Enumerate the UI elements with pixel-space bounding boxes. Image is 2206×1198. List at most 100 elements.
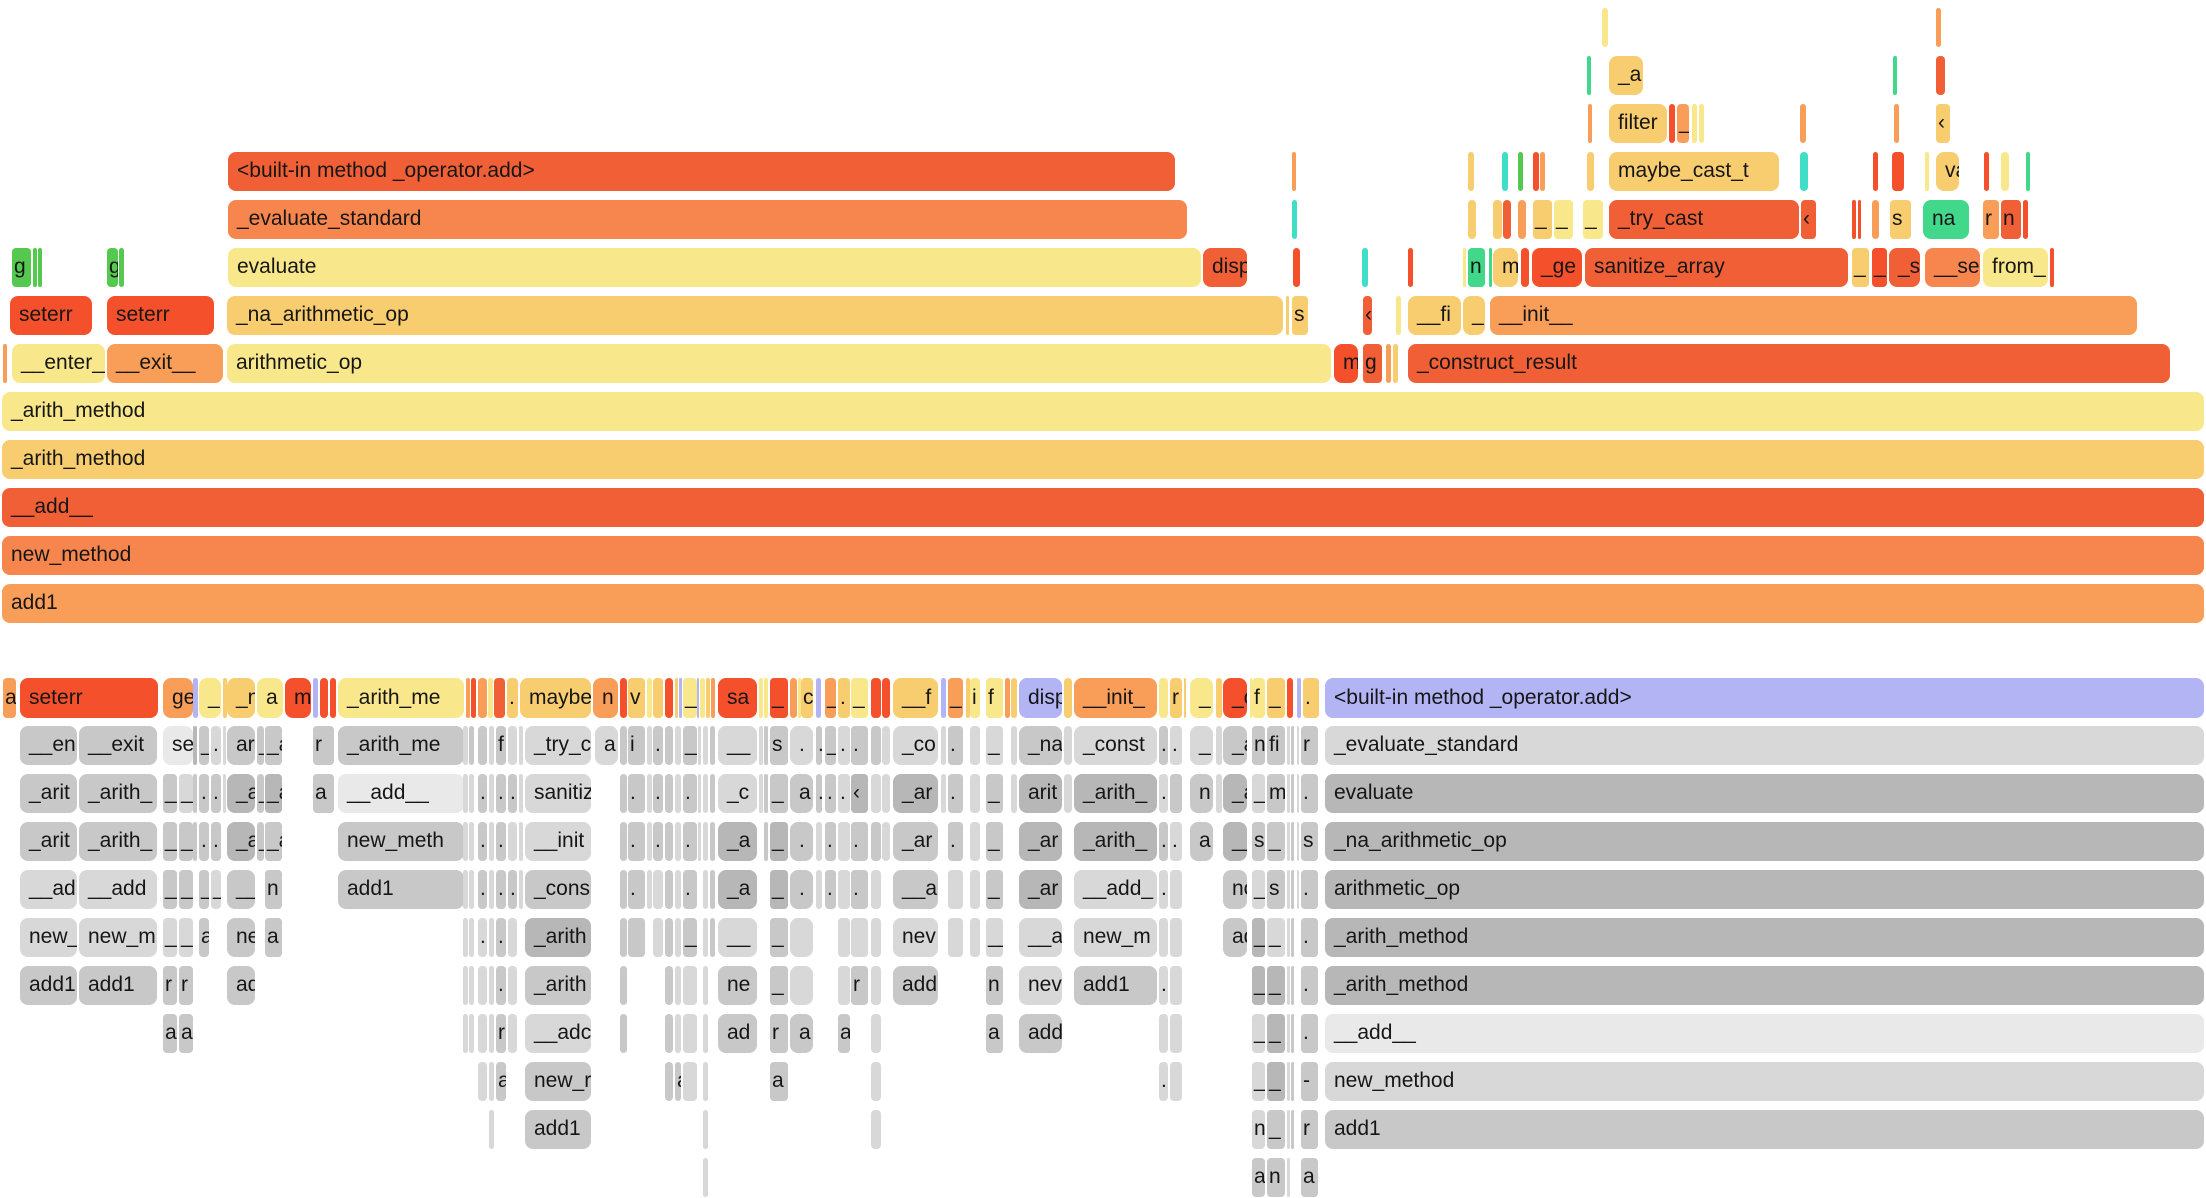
caller-frame-cell[interactable] xyxy=(647,822,652,861)
leaf-frame-bar[interactable]: n xyxy=(593,678,618,718)
caller-frame-cell[interactable]: _ xyxy=(683,918,697,957)
caller-frame-cell[interactable]: _ xyxy=(179,870,193,909)
leaf-frame-bar[interactable] xyxy=(665,678,673,718)
caller-frame-cell[interactable]: . xyxy=(199,774,209,813)
caller-frame-cell[interactable] xyxy=(463,726,468,765)
caller-frame-cell[interactable] xyxy=(1287,1014,1290,1053)
caller-frame-cell[interactable] xyxy=(469,966,474,1005)
caller-frame-cell[interactable] xyxy=(469,822,474,861)
frame-bar[interactable]: na xyxy=(1923,200,1969,239)
caller-frame-cell[interactable]: a xyxy=(1190,822,1213,861)
caller-frame-cell[interactable]: . xyxy=(851,726,868,765)
caller-frame-cell[interactable]: _ xyxy=(770,966,788,1005)
caller-frame-cell[interactable] xyxy=(1291,1110,1294,1149)
caller-frame-cell[interactable]: fi xyxy=(1267,726,1285,765)
frame-bar[interactable] xyxy=(1858,200,1861,239)
frame-bar[interactable]: _arith_method xyxy=(2,440,2204,479)
leaf-frame-bar[interactable]: _ xyxy=(1267,678,1285,718)
caller-frame-cell[interactable] xyxy=(620,1014,627,1053)
caller-frame-cell[interactable] xyxy=(489,966,494,1005)
caller-frame-cell[interactable]: r xyxy=(496,1014,506,1053)
caller-frame-cell[interactable]: _ xyxy=(257,822,264,861)
caller-frame-cell[interactable] xyxy=(647,726,652,765)
caller-frame-cell[interactable] xyxy=(871,1110,881,1149)
frame-bar[interactable]: n xyxy=(2001,200,2021,239)
caller-frame-cell[interactable] xyxy=(710,870,715,909)
leaf-frame-bar[interactable] xyxy=(706,678,710,718)
caller-frame-cell[interactable] xyxy=(1297,774,1299,813)
caller-frame-cell[interactable]: ari xyxy=(227,726,255,765)
caller-frame-cell[interactable]: add1 xyxy=(1325,1110,2204,1149)
caller-frame-cell[interactable]: _ xyxy=(1190,726,1213,765)
caller-frame-cell[interactable] xyxy=(463,870,468,909)
caller-frame-cell[interactable]: _ xyxy=(1267,1110,1285,1149)
frame-bar[interactable] xyxy=(1872,200,1879,239)
caller-frame-cell[interactable] xyxy=(871,1062,881,1101)
caller-frame-cell[interactable] xyxy=(703,822,708,861)
leaf-frame-bar[interactable]: seterr xyxy=(20,678,158,718)
caller-frame-cell[interactable] xyxy=(223,774,226,813)
frame-bar[interactable] xyxy=(1518,152,1523,191)
leaf-frame-bar[interactable] xyxy=(320,678,328,718)
caller-frame-cell[interactable]: _ xyxy=(257,726,264,765)
caller-frame-cell[interactable]: _try_c xyxy=(525,726,591,765)
frame-bar[interactable] xyxy=(1408,248,1413,287)
caller-frame-cell[interactable] xyxy=(1287,918,1290,957)
caller-frame-cell[interactable]: - xyxy=(1301,1062,1318,1101)
frame-bar[interactable]: maybe_cast_t xyxy=(1609,152,1779,191)
frame-bar[interactable] xyxy=(1800,104,1806,143)
caller-frame-cell[interactable] xyxy=(1011,774,1017,813)
caller-frame-cell[interactable]: . xyxy=(838,726,850,765)
caller-frame-cell[interactable] xyxy=(703,1062,708,1101)
frame-bar[interactable] xyxy=(1893,56,1897,95)
caller-frame-cell[interactable]: . xyxy=(496,966,506,1005)
caller-frame-cell[interactable]: s xyxy=(1301,822,1318,861)
frame-bar[interactable] xyxy=(1587,152,1594,191)
caller-frame-cell[interactable]: _ xyxy=(163,918,177,957)
frame-bar[interactable]: _evaluate_standard xyxy=(228,200,1187,239)
caller-frame-cell[interactable]: add1 xyxy=(1074,966,1157,1005)
caller-frame-cell[interactable]: . xyxy=(838,774,850,813)
frame-bar[interactable] xyxy=(1518,200,1526,239)
caller-frame-cell[interactable]: . xyxy=(825,822,836,861)
caller-frame-cell[interactable]: f xyxy=(496,726,506,765)
caller-frame-cell[interactable] xyxy=(675,870,681,909)
caller-frame-cell[interactable] xyxy=(508,726,517,765)
frame-bar[interactable]: arithmetic_op xyxy=(227,344,1331,383)
caller-frame-cell[interactable]: r xyxy=(1301,1110,1318,1149)
caller-frame-cell[interactable] xyxy=(469,774,474,813)
frame-bar[interactable]: seterr xyxy=(107,296,214,335)
frame-bar[interactable] xyxy=(1692,104,1697,143)
caller-frame-cell[interactable]: . xyxy=(211,822,221,861)
leaf-frame-bar[interactable] xyxy=(764,678,768,718)
frame-bar[interactable] xyxy=(1852,200,1856,239)
caller-frame-cell[interactable] xyxy=(1297,822,1299,861)
caller-frame-cell[interactable] xyxy=(519,822,523,861)
caller-frame-cell[interactable] xyxy=(871,822,881,861)
caller-frame-cell[interactable]: . xyxy=(683,822,697,861)
leaf-frame-bar[interactable]: sa xyxy=(718,678,757,718)
caller-frame-cell[interactable] xyxy=(790,918,813,957)
caller-frame-cell[interactable]: se xyxy=(163,726,193,765)
leaf-frame-bar[interactable]: i xyxy=(970,678,980,718)
frame-bar[interactable]: _ xyxy=(1554,200,1573,239)
caller-frame-cell[interactable] xyxy=(759,774,763,813)
caller-frame-cell[interactable] xyxy=(665,774,673,813)
caller-frame-cell[interactable]: n xyxy=(986,966,1003,1005)
caller-frame-cell[interactable]: _a xyxy=(227,822,255,861)
leaf-frame-bar[interactable]: _ xyxy=(199,678,221,718)
leaf-frame-bar[interactable] xyxy=(1250,678,1252,718)
frame-bar[interactable] xyxy=(38,248,42,287)
frame-bar[interactable]: __se xyxy=(1925,248,1980,287)
leaf-frame-bar[interactable]: ge xyxy=(163,678,193,718)
caller-frame-cell[interactable]: . xyxy=(816,726,822,765)
caller-frame-cell[interactable] xyxy=(675,918,681,957)
caller-frame-cell[interactable] xyxy=(1287,822,1290,861)
leaf-frame-bar[interactable] xyxy=(679,678,682,718)
caller-frame-cell[interactable]: . xyxy=(496,822,506,861)
leaf-frame-bar[interactable] xyxy=(488,678,493,718)
frame-bar[interactable]: ‹ xyxy=(1801,200,1816,239)
caller-frame-cell[interactable] xyxy=(838,870,850,909)
frame-bar[interactable] xyxy=(2026,152,2030,191)
caller-frame-cell[interactable]: _ xyxy=(179,822,193,861)
